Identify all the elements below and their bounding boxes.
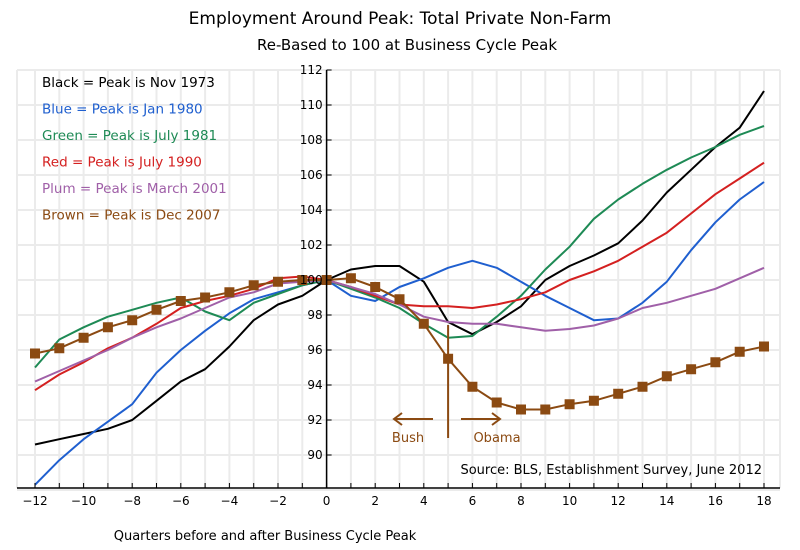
legend: Black = Peak is Nov 1973 Blue = Peak is J… — [42, 75, 227, 224]
data-point-marker — [734, 346, 745, 357]
obama-label: Obama — [473, 431, 520, 446]
data-point-marker — [345, 273, 356, 284]
x-tick-label: 16 — [708, 494, 723, 508]
data-point-marker — [224, 287, 235, 298]
x-tick-label: 14 — [659, 494, 674, 508]
chart-title: Employment Around Peak: Total Private No… — [189, 9, 612, 29]
legend-entry: Blue = Peak is Jan 1980 — [42, 102, 203, 118]
x-tick-label: 10 — [562, 494, 577, 508]
x-tick-label: 2 — [371, 494, 379, 508]
data-point-marker — [661, 371, 672, 382]
legend-entry: Plum = Peak is March 2001 — [42, 181, 227, 197]
x-tick-label: −4 — [221, 494, 239, 508]
source-note: Source: BLS, Establishment Survey, June … — [460, 463, 762, 478]
data-point-marker — [491, 397, 502, 408]
series-0 — [34, 90, 765, 446]
data-point-marker — [370, 282, 381, 292]
obama-arrow — [461, 412, 502, 426]
x-tick-label: −6 — [172, 494, 190, 508]
bush-arrow — [392, 412, 433, 426]
y-tick-label: 104 — [300, 203, 323, 217]
data-point-marker — [540, 404, 551, 415]
series-1 — [34, 181, 765, 486]
legend-entry: Brown = Peak is Dec 2007 — [42, 208, 220, 224]
x-tick-label: −8 — [123, 494, 141, 508]
bush-label: Bush — [392, 431, 424, 446]
data-point-marker — [297, 275, 308, 285]
data-point-marker — [151, 304, 162, 315]
series-line — [34, 125, 765, 369]
y-tick-label: 110 — [300, 98, 323, 112]
y-tick-label: 92 — [307, 413, 322, 427]
data-point-marker — [467, 381, 478, 392]
x-tick-label: 8 — [517, 494, 525, 508]
y-tick-label: 90 — [307, 448, 322, 462]
y-tick-label: 96 — [307, 343, 322, 357]
data-point-marker — [394, 294, 405, 305]
y-tick-label: 108 — [300, 133, 323, 147]
x-tick-label: 12 — [611, 494, 626, 508]
data-point-marker — [273, 276, 283, 287]
legend-entry: Red = Peak is July 1990 — [42, 155, 202, 171]
legend-entry: Black = Peak is Nov 1973 — [42, 75, 215, 91]
data-point-marker — [516, 404, 526, 415]
series-line — [34, 181, 765, 486]
data-point-marker — [30, 348, 40, 359]
series-4 — [34, 266, 765, 383]
series-2 — [34, 125, 765, 369]
y-tick-label: 100 — [300, 273, 323, 287]
x-axis-label: Quarters before and after Business Cycle… — [114, 529, 417, 544]
chart-subtitle: Re-Based to 100 at Business Cycle Peak — [257, 36, 557, 54]
series-layer — [30, 90, 769, 486]
data-point-marker — [613, 388, 624, 399]
data-point-marker — [686, 364, 697, 375]
data-point-marker — [175, 296, 186, 306]
series-line — [34, 90, 765, 446]
data-point-marker — [637, 381, 648, 392]
data-point-marker — [78, 332, 89, 343]
x-tick-label: 0 — [323, 494, 331, 508]
x-tick-label: −12 — [22, 494, 47, 508]
data-point-marker — [200, 292, 211, 303]
data-point-marker — [588, 395, 599, 406]
data-point-marker — [759, 341, 769, 352]
series-line — [34, 266, 765, 383]
y-tick-label: 106 — [300, 168, 323, 182]
x-tick-label: 18 — [756, 494, 771, 508]
x-tick-label: 6 — [469, 494, 477, 508]
data-point-marker — [54, 343, 65, 354]
data-point-marker — [418, 318, 429, 329]
data-point-marker — [710, 357, 721, 368]
data-point-marker — [564, 399, 575, 410]
y-tick-label: 102 — [300, 238, 323, 252]
x-tick-label: −2 — [269, 494, 287, 508]
data-point-marker — [248, 280, 259, 291]
y-tick-label: 98 — [307, 308, 322, 322]
data-point-marker — [102, 322, 113, 333]
annotations: Bush Obama Source: BLS, Establishment Su… — [392, 325, 762, 478]
data-point-marker — [127, 315, 138, 326]
x-tick-label: 4 — [420, 494, 428, 508]
y-tick-label: 112 — [300, 63, 323, 77]
legend-entry: Green = Peak is July 1981 — [42, 128, 217, 144]
x-tick-label: −10 — [71, 494, 96, 508]
y-tick-label: 94 — [307, 378, 322, 392]
